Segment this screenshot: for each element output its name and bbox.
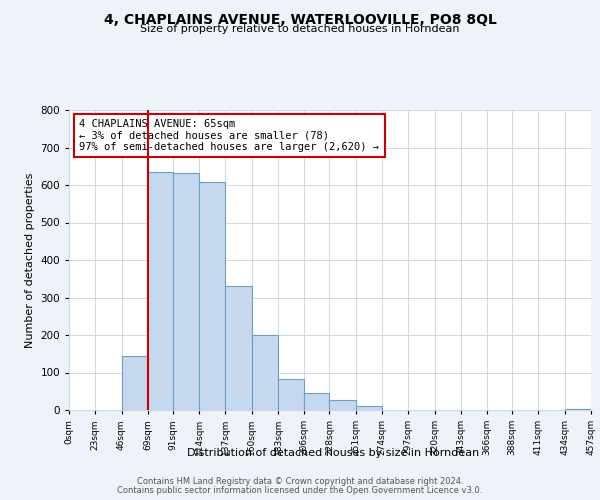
Bar (252, 336, 278, 410)
Text: Distribution of detached houses by size in Horndean: Distribution of detached houses by size … (187, 448, 479, 458)
Bar (356, 406, 382, 410)
Bar (122, 356, 148, 410)
Bar (329, 400, 356, 410)
Text: Contains HM Land Registry data © Crown copyright and database right 2024.: Contains HM Land Registry data © Crown c… (137, 477, 463, 486)
Bar (148, 172, 173, 410)
Y-axis label: Number of detached properties: Number of detached properties (25, 172, 35, 348)
Bar (226, 286, 252, 410)
Bar (173, 173, 199, 410)
Text: Contains public sector information licensed under the Open Government Licence v3: Contains public sector information licen… (118, 486, 482, 495)
Bar (199, 182, 226, 410)
Text: Size of property relative to detached houses in Horndean: Size of property relative to detached ho… (140, 24, 460, 34)
Bar (278, 379, 304, 410)
Text: 4 CHAPLAINS AVENUE: 65sqm
← 3% of detached houses are smaller (78)
97% of semi-d: 4 CHAPLAINS AVENUE: 65sqm ← 3% of detach… (79, 119, 379, 152)
Text: 4, CHAPLAINS AVENUE, WATERLOOVILLE, PO8 8QL: 4, CHAPLAINS AVENUE, WATERLOOVILLE, PO8 … (104, 12, 496, 26)
Bar (304, 393, 329, 410)
Bar (565, 408, 591, 410)
